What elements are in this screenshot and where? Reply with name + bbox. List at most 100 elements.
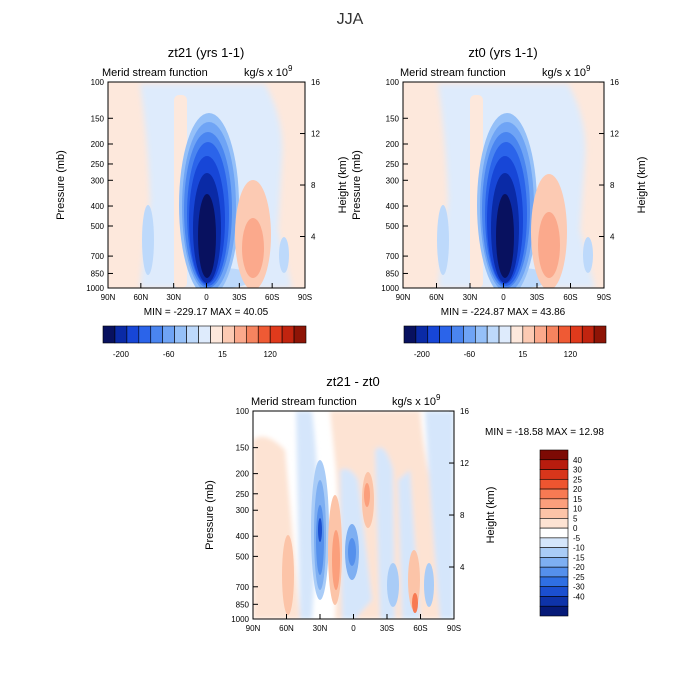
- units-label: kg/s x 109: [244, 64, 293, 79]
- colorbar-label: -200: [113, 350, 130, 359]
- colorbar-swatch: [539, 537, 569, 548]
- contour-field: [108, 82, 305, 288]
- y2-tick-label: 4: [460, 563, 465, 572]
- y-tick-label: 1000: [231, 615, 249, 624]
- y2-tick-label: 12: [311, 130, 320, 139]
- y-tick-label: 400: [236, 532, 250, 541]
- units-label: kg/s x 109: [392, 393, 441, 408]
- y-tick-label: 500: [236, 552, 250, 561]
- panel-zt0: zt0 (yrs 1-1) Merid stream function kg/s…: [351, 45, 648, 359]
- x-tick-label: 90S: [597, 293, 611, 302]
- colorbar-swatch: [570, 325, 583, 344]
- contour-field: [403, 82, 604, 288]
- y-tick-label: 850: [91, 269, 105, 278]
- x-tick-label: 60N: [133, 293, 148, 302]
- contour-neg-core: [496, 194, 514, 278]
- page-title: JJA: [337, 11, 364, 28]
- y-tick-label: 250: [386, 160, 400, 169]
- y-tick-label: 300: [91, 176, 105, 185]
- x-tick-label: 0: [204, 293, 209, 302]
- colorbar-swatch: [102, 325, 116, 344]
- colorbar-swatch: [474, 325, 488, 344]
- x-tick-label: 90S: [447, 624, 461, 633]
- colorbar-label: -25: [573, 573, 585, 582]
- colorbar-swatch: [293, 325, 307, 344]
- colorbar-swatch: [539, 557, 569, 568]
- panel-title: zt21 (yrs 1-1): [168, 45, 245, 60]
- x-tick-label: 90N: [396, 293, 411, 302]
- contour-field: [253, 411, 454, 619]
- contour-neg-south: [583, 237, 593, 273]
- y-tick-label: 850: [386, 269, 400, 278]
- colorbar-swatch: [539, 527, 569, 539]
- colorbar-swatch: [539, 518, 569, 529]
- colorbar-swatch: [539, 586, 569, 597]
- colorbar-swatch: [593, 325, 607, 344]
- contour-neg-south: [279, 237, 289, 273]
- x-tick-label: 60N: [279, 624, 294, 633]
- y-tick-label: 1000: [381, 284, 399, 293]
- panel-title: zt21 - zt0: [326, 374, 379, 389]
- y-axis-label: Pressure (mb): [351, 150, 363, 220]
- colorbar-swatch: [558, 325, 571, 344]
- colorbar-swatch: [539, 449, 569, 461]
- colorbar: -200 -60 15 120: [102, 325, 307, 359]
- colorbar-swatch: [427, 325, 440, 344]
- y2-axis-label: Height (km): [337, 157, 349, 214]
- x-tick-label: 30N: [463, 293, 478, 302]
- colorbar-label: -5: [573, 534, 581, 543]
- x-tick-label: 30N: [313, 624, 328, 633]
- colorbar-swatch: [222, 325, 235, 344]
- x-tick-label: 30S: [380, 624, 394, 633]
- colorbar-swatch: [234, 325, 247, 344]
- panel-title: zt0 (yrs 1-1): [468, 45, 537, 60]
- y-tick-label: 250: [236, 490, 250, 499]
- y2-axis-label: Height (km): [636, 157, 648, 214]
- y-tick-label: 100: [236, 407, 250, 416]
- y-tick-label: 150: [91, 114, 105, 123]
- y-tick-label: 100: [386, 78, 400, 87]
- colorbar-label: 120: [564, 350, 578, 359]
- colorbar-label: 5: [573, 514, 578, 523]
- colorbar-swatch: [245, 325, 259, 344]
- colorbar-label: 20: [573, 485, 582, 494]
- colorbar-swatch: [539, 596, 569, 607]
- colorbar-label: -60: [163, 350, 175, 359]
- colorbar-label: -15: [573, 553, 585, 562]
- contour-pos-l2: [332, 530, 340, 590]
- colorbar-label: -200: [414, 350, 431, 359]
- colorbar-swatch: [269, 325, 283, 344]
- colorbar-label: -40: [573, 592, 585, 601]
- y-tick-label: 250: [91, 160, 105, 169]
- colorbar-swatch: [539, 469, 569, 480]
- colorbar-swatch: [539, 605, 569, 617]
- x-tick-label: 0: [351, 624, 356, 633]
- colorbar-swatch: [539, 488, 569, 500]
- variable-label: Merid stream function: [102, 67, 208, 79]
- colorbar-label: 10: [573, 505, 582, 514]
- colorbar-swatch: [126, 325, 140, 344]
- colorbar-swatch: [451, 325, 464, 344]
- y2-tick-label: 8: [460, 511, 465, 520]
- colorbar-label: -30: [573, 583, 585, 592]
- colorbar-swatch: [150, 325, 164, 344]
- colorbar-swatch: [539, 547, 569, 558]
- colorbar-swatch: [162, 325, 175, 344]
- colorbar-swatch: [539, 459, 569, 470]
- contour-pos-inner: [538, 212, 560, 278]
- x-tick-label: 90N: [101, 293, 116, 302]
- colorbar-label: 15: [518, 350, 527, 359]
- y-tick-label: 700: [91, 252, 105, 261]
- colorbar-swatch: [138, 325, 152, 344]
- x-tick-label: 60S: [413, 624, 427, 633]
- panel-zt21: zt21 (yrs 1-1) Merid stream function kg/…: [55, 45, 349, 359]
- y-tick-label: 1000: [86, 284, 104, 293]
- variable-label: Merid stream function: [400, 67, 506, 79]
- y-tick-label: 700: [386, 252, 400, 261]
- colorbar-swatch: [539, 498, 569, 509]
- colorbar-swatch: [186, 325, 199, 344]
- colorbar-swatch: [114, 325, 128, 344]
- y-tick-label: 200: [386, 140, 400, 149]
- y-tick-label: 300: [236, 506, 250, 515]
